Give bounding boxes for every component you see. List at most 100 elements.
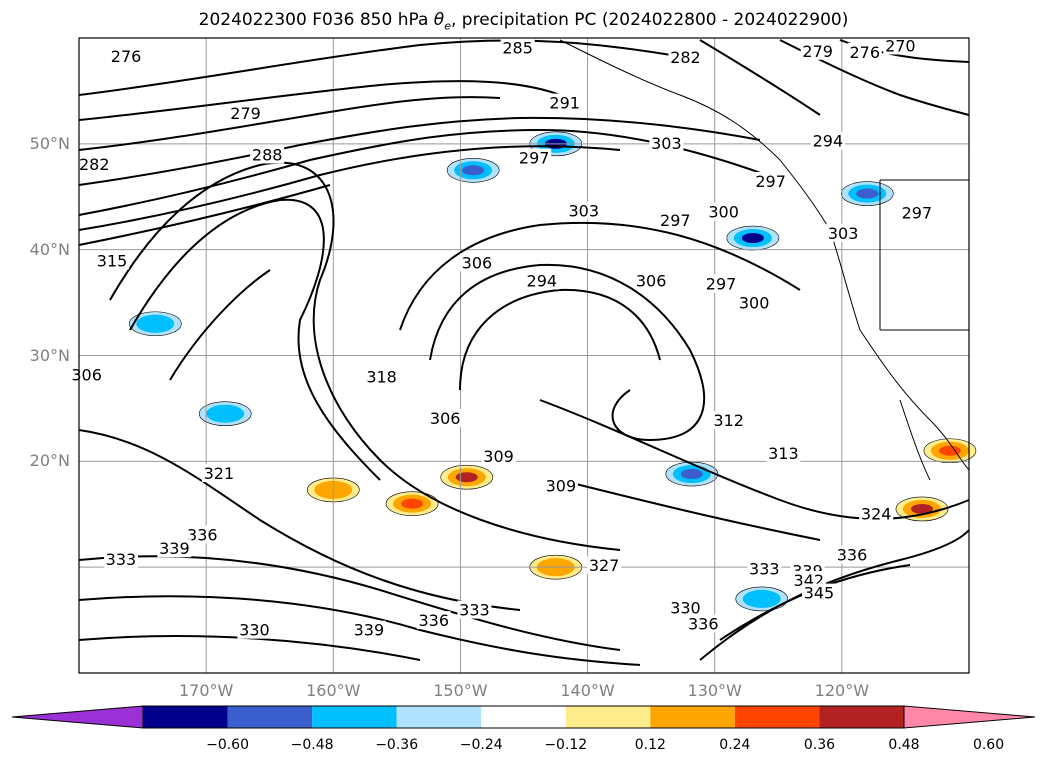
contour-label: 282 [79, 155, 110, 174]
contour-label: 288 [252, 145, 283, 164]
contour-label-bg [95, 251, 130, 270]
contour-label-bg [847, 42, 882, 61]
contour-label: 333 [749, 559, 780, 578]
contour-label-bg [77, 155, 112, 173]
contour-label-bg [649, 133, 684, 152]
contour-label: 327 [589, 556, 620, 575]
longitude-label: 130°W [687, 681, 742, 700]
contour-line [109, 161, 621, 551]
contour-label-bg [459, 253, 494, 272]
contour-label-bg [109, 47, 144, 66]
contour-label: 336 [837, 546, 868, 565]
contour-label-bg [686, 614, 721, 633]
contour-label: 306 [430, 409, 461, 428]
contour-label-bg [185, 525, 220, 544]
contour-label-bg [500, 38, 535, 57]
contour-label: 336 [187, 525, 218, 544]
contour-line [78, 635, 421, 661]
colorbar-tick-label: 0.36 [803, 737, 836, 753]
contour-label-bg [103, 549, 138, 568]
contour-line [78, 145, 621, 231]
patch-hawaii-south-core [401, 498, 424, 509]
contour-label: 297 [902, 204, 933, 223]
contour-line [78, 39, 701, 96]
contour-label: 279 [230, 104, 261, 123]
colorbar-box [396, 706, 482, 728]
contour-line [699, 39, 821, 116]
latitude-label: 20°N [29, 451, 70, 471]
contour-label-bg [704, 274, 739, 293]
contour-label: 294 [813, 132, 844, 151]
contour-line [129, 198, 381, 481]
colorbar-tick-label: 0.48 [888, 737, 920, 753]
contour-label: 297 [755, 172, 786, 191]
contour-label: 303 [651, 134, 682, 153]
colorbar-tick-label: 0.60 [972, 737, 1005, 753]
contour-line [78, 184, 331, 246]
colorbar-tick-label: −0.36 [375, 737, 419, 753]
contour-label: 330 [670, 598, 701, 617]
contour-label: 333 [459, 601, 490, 620]
contour-line [78, 595, 641, 666]
colorbar-box [143, 706, 228, 728]
contour-line [78, 116, 761, 186]
latitude-label: 50°N [29, 133, 70, 153]
contour-label-bg [753, 171, 788, 190]
contour-label-bg [364, 367, 399, 386]
map-title: 2024022300 F036 850 hPa θe, precipitatio… [198, 10, 849, 33]
contour-label: 336 [688, 614, 719, 633]
contour-label: 318 [366, 368, 397, 387]
patch-west-2-core [144, 318, 167, 329]
contour-label-bg [587, 556, 622, 575]
contour-label-bg [547, 93, 582, 112]
contour-label: 339 [354, 621, 385, 640]
contour-label: 306 [71, 366, 102, 385]
contour-line [78, 96, 501, 151]
patch-nevada-core [856, 188, 879, 199]
contour-label-bg [250, 145, 285, 164]
contour-label-bg [800, 41, 835, 60]
colorbar-tick-label: −0.60 [206, 737, 249, 753]
contour-label: 300 [708, 203, 739, 222]
contour-label: 276 [849, 43, 880, 62]
contour-label-bg [351, 620, 386, 639]
contour-line [559, 479, 821, 541]
contour-label: 333 [106, 550, 137, 569]
contour-label: 306 [462, 253, 493, 272]
contour-label-bg [668, 48, 703, 67]
contour-label-bg [69, 365, 104, 384]
contour-label: 321 [204, 464, 235, 483]
colorbar-box [819, 706, 904, 728]
contour-label-bg [810, 131, 845, 150]
contour-label-bg [826, 223, 861, 242]
contour-label: 282 [670, 48, 701, 67]
longitude-label: 140°W [560, 681, 615, 700]
contour-label: 279 [802, 42, 833, 61]
patch-southeast-core [750, 593, 773, 604]
contour-label: 309 [546, 477, 577, 496]
colorbar-box [565, 706, 651, 728]
contour-label: 330 [239, 621, 270, 640]
contour-label-bg [416, 611, 451, 630]
contour-label-bg [524, 271, 559, 290]
contour-label-bg [668, 598, 703, 617]
contour-label-bg [766, 443, 801, 462]
contour-label-bg [737, 293, 772, 312]
colorbar-tick-label: −0.12 [544, 737, 588, 753]
patch-off-baja-core [680, 469, 703, 480]
contour-label-bg [157, 539, 192, 558]
contour-line [539, 399, 970, 520]
contour-label-bg [835, 545, 870, 564]
contour-label-bg [201, 464, 236, 483]
contour-label: 297 [660, 211, 691, 230]
latitude-label: 40°N [29, 239, 70, 259]
contour-label-bg [228, 104, 263, 123]
contour-label: 297 [519, 149, 550, 168]
longitude-label: 120°W [814, 681, 870, 700]
patch-mexico-north-core [938, 445, 961, 456]
colorbar-tick-label: 0.24 [719, 737, 751, 753]
contour-label-bg [711, 411, 746, 430]
contour-label-bg [481, 447, 516, 466]
contour-label-bg [634, 271, 669, 290]
contour-label: 270 [885, 36, 916, 55]
